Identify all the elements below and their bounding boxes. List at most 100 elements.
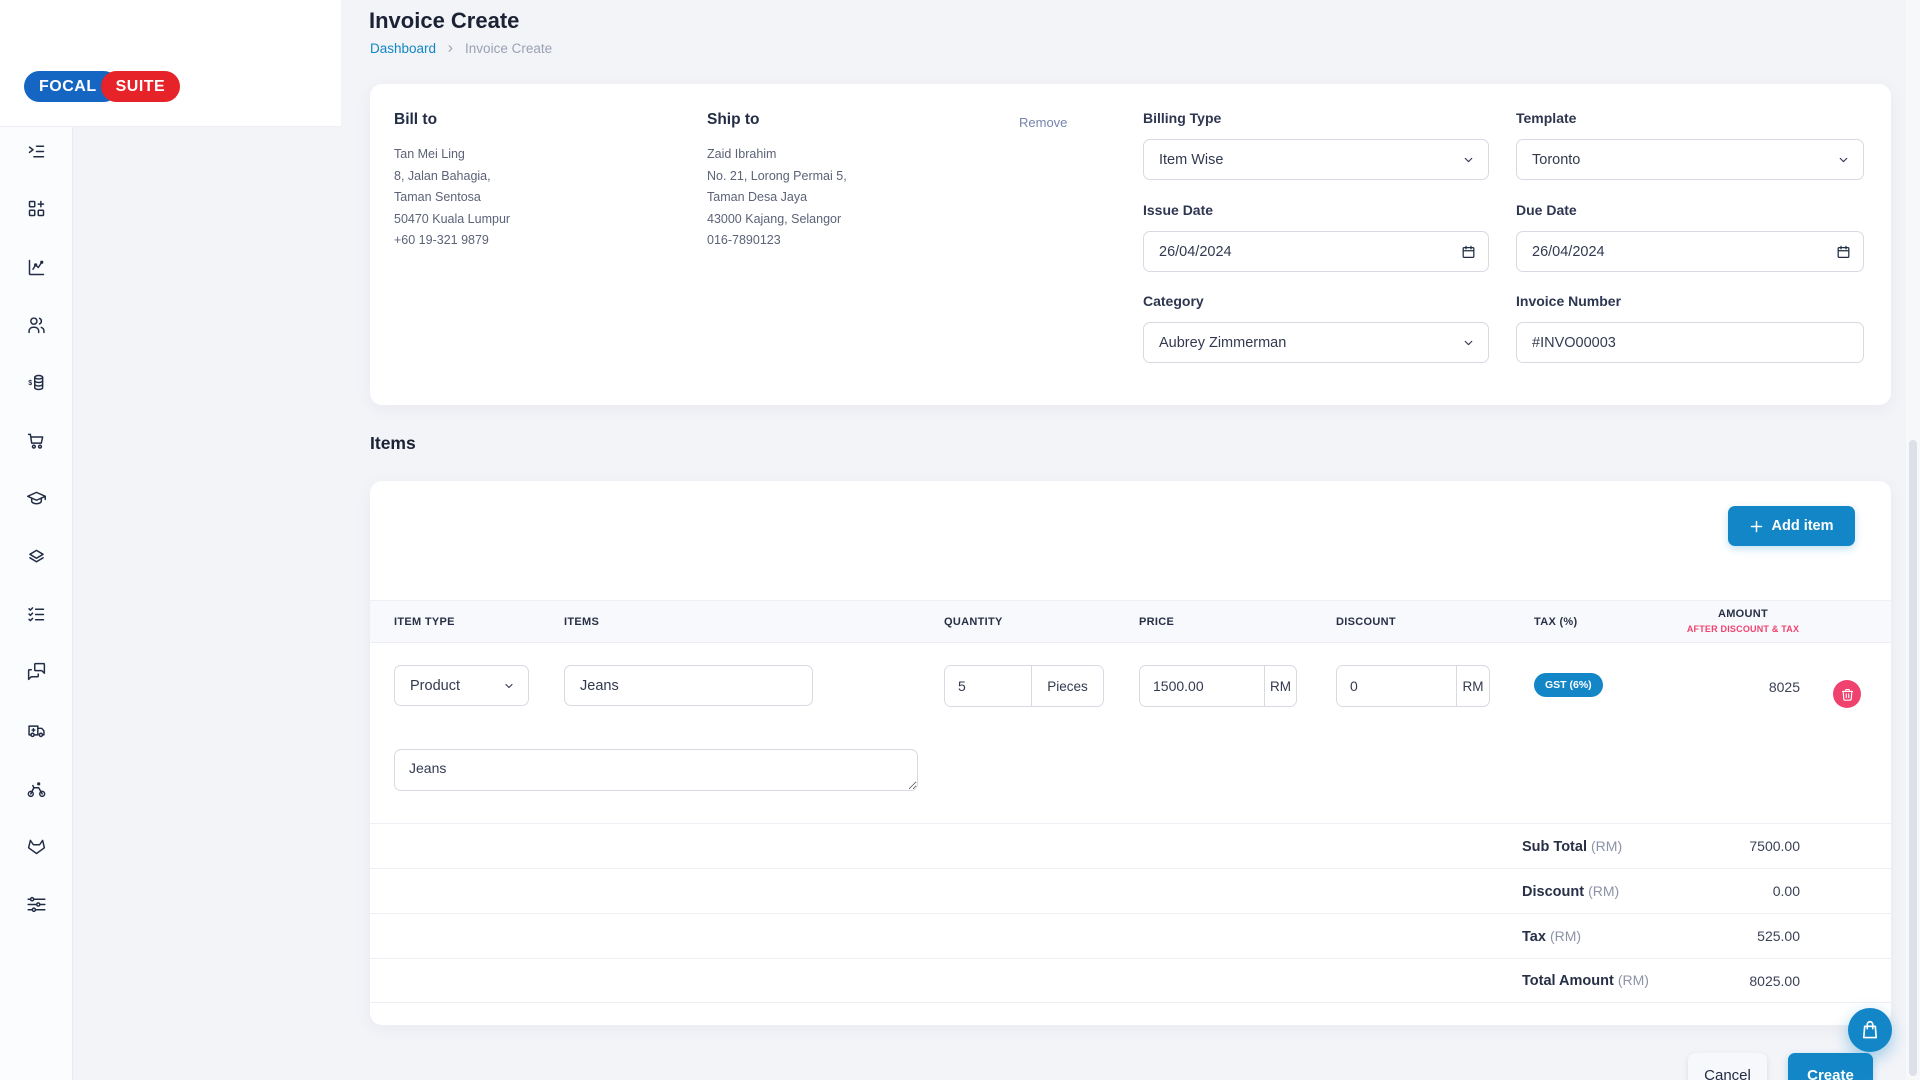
row-amount: 8025 [1686,665,1800,695]
scrollbar-thumb[interactable] [1909,440,1917,1076]
calendar-icon[interactable] [1461,244,1476,259]
add-item-label: Add item [1771,518,1833,534]
price-currency: RM [1264,666,1296,706]
col-items: ITEMS [564,616,944,628]
ship-to-phone: 016-7890123 [707,230,847,252]
category-select[interactable]: Aubrey Zimmerman [1143,322,1489,363]
messages-icon[interactable] [17,652,55,690]
discount-total-value: 0.00 [1712,883,1800,899]
subtotal-label: Sub Total [1522,839,1587,855]
chevron-right-icon [445,43,456,54]
users-icon[interactable] [17,306,55,344]
discount-total-label: Discount [1522,884,1584,900]
discount-input[interactable] [1337,666,1456,706]
layers-icon[interactable] [17,537,55,575]
subtotal-row: Sub Total (RM) 7500.00 [370,823,1891,868]
billing-type-label: Billing Type [1143,110,1489,126]
category-label: Category [1143,293,1489,309]
quantity-input[interactable] [945,666,1031,706]
add-item-button[interactable]: Add item [1728,506,1855,546]
chevron-down-icon [1462,336,1475,349]
category-value: Aubrey Zimmerman [1159,335,1286,351]
due-date-label: Due Date [1516,202,1864,218]
col-item-type: ITEM TYPE [394,616,564,628]
invoice-create-page: FOCAL SUITE $ Invoice Create Dashboard I… [0,0,1920,1080]
remove-link[interactable]: Remove [1019,115,1067,130]
col-discount: DISCOUNT [1336,616,1534,628]
ship-to-name: Zaid Ibrahim [707,144,847,166]
chevron-down-icon [1837,153,1850,166]
fox-icon[interactable] [17,827,55,865]
col-amount: AMOUNT AFTER DISCOUNT & TAX [1686,608,1800,636]
bill-to-name: Tan Mei Ling [394,144,510,166]
col-quantity: QUANTITY [944,616,1139,628]
tax-total-row: Tax (RM) 525.00 [370,913,1891,958]
due-date-input[interactable] [1516,231,1864,272]
col-price: PRICE [1139,616,1336,628]
sidebar-nav: $ [0,127,73,1080]
prompt-list-icon[interactable] [17,132,55,170]
amount-note: AFTER DISCOUNT & TAX [1686,623,1800,636]
items-section-heading: Items [370,433,416,454]
template-value: Toronto [1532,152,1580,168]
item-description-textarea[interactable]: Jeans [394,749,918,791]
total-amount-value: 8025.00 [1712,973,1800,989]
subtotal-value: 7500.00 [1712,838,1800,854]
bill-to-address-1: 8, Jalan Bahagia, [394,166,510,188]
invoice-details-card: Bill to Tan Mei Ling 8, Jalan Bahagia, T… [370,84,1891,405]
ship-to-address-1: No. 21, Lorong Permai 5, [707,166,847,188]
total-amount-unit: (RM) [1618,972,1649,988]
bill-to-phone: +60 19-321 9879 [394,230,510,252]
trash-icon [1840,687,1855,702]
chart-icon[interactable] [17,248,55,286]
create-button[interactable]: Create [1788,1053,1873,1080]
subtotal-unit: (RM) [1591,838,1622,854]
page-title: Invoice Create [369,8,519,34]
graduation-cap-icon[interactable] [17,479,55,517]
quantity-group: Pieces [944,665,1104,707]
bill-to-address-2: Taman Sentosa [394,187,510,209]
ship-to-block: Ship to Zaid Ibrahim No. 21, Lorong Perm… [707,111,847,252]
total-amount-row: Total Amount (RM) 8025.00 [370,958,1891,1003]
bike-icon[interactable] [17,770,55,808]
item-type-value: Product [410,678,460,694]
discount-total-unit: (RM) [1588,883,1619,899]
checklist-icon[interactable] [17,595,55,633]
bill-to-block: Bill to Tan Mei Ling 8, Jalan Bahagia, T… [394,111,510,252]
items-card: Add item ITEM TYPE ITEMS QUANTITY PRICE … [370,481,1891,1025]
chevron-down-icon [1462,153,1475,166]
breadcrumb: Dashboard Invoice Create [370,41,552,56]
price-group: RM [1139,665,1297,707]
cart-icon[interactable] [17,421,55,459]
plus-icon [1749,519,1764,534]
breadcrumb-current: Invoice Create [465,41,552,56]
delivery-truck-icon[interactable] [17,711,55,749]
billing-type-value: Item Wise [1159,152,1223,168]
quantity-unit: Pieces [1031,666,1103,706]
discount-total-row: Discount (RM) 0.00 [370,868,1891,913]
issue-date-input[interactable] [1143,231,1489,272]
template-label: Template [1516,110,1864,126]
col-tax: TAX (%) [1534,616,1686,628]
price-input[interactable] [1140,666,1264,706]
brand-header: FOCAL SUITE [0,0,341,127]
tax-badge[interactable]: GST (6%) [1534,673,1603,697]
focal-suite-logo[interactable]: FOCAL SUITE [24,71,180,102]
apps-add-icon[interactable] [17,189,55,227]
item-type-select[interactable]: Product [394,665,529,706]
invoice-number-input[interactable] [1516,322,1864,363]
billing-type-select[interactable]: Item Wise [1143,139,1489,180]
chevron-down-icon [503,680,515,692]
item-name-input[interactable] [564,665,813,706]
calendar-icon[interactable] [1836,244,1851,259]
logo-suite: SUITE [101,71,181,102]
delete-item-button[interactable] [1833,680,1861,708]
cancel-button[interactable]: Cancel [1688,1053,1767,1080]
coins-icon[interactable]: $ [17,363,55,401]
bill-to-address-3: 50470 Kuala Lumpur [394,209,510,231]
template-select[interactable]: Toronto [1516,139,1864,180]
shopping-bag-fab[interactable] [1848,1008,1892,1052]
breadcrumb-dashboard-link[interactable]: Dashboard [370,41,436,56]
total-amount-label: Total Amount [1522,973,1614,989]
sliders-icon[interactable] [17,885,55,923]
